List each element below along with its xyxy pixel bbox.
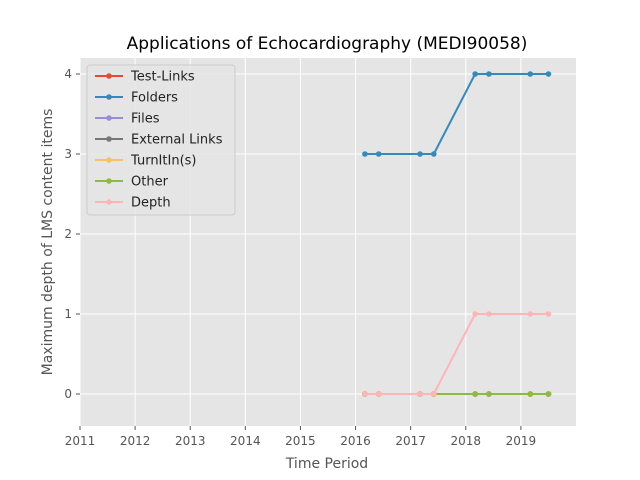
x-tick-label: 2019	[506, 434, 537, 448]
legend-label: Other	[131, 175, 169, 190]
x-tick-label: 2013	[175, 434, 206, 448]
legend-entry-turnitin-s: TurnItIn(s)	[95, 154, 196, 169]
legend-label: External Links	[131, 133, 223, 148]
data-point	[486, 311, 492, 317]
data-point	[417, 151, 423, 157]
chart-title: Applications of Echocardiography (MEDI90…	[127, 34, 528, 54]
legend-marker	[106, 73, 112, 79]
x-tick-label: 2015	[285, 434, 316, 448]
data-point	[486, 71, 492, 77]
x-tick-label: 2017	[395, 434, 426, 448]
data-point	[375, 391, 382, 397]
legend-entry-files: Files	[95, 112, 160, 127]
data-point	[545, 71, 552, 77]
data-point	[472, 71, 478, 77]
y-axis-ticks: 0 1 2 3 4	[64, 67, 80, 401]
data-point	[545, 311, 552, 317]
y-axis-label: Maximum depth of LMS content items	[40, 109, 56, 376]
series-folders	[362, 71, 552, 157]
legend-entry-test-links: Test-Links	[95, 70, 195, 85]
data-point	[527, 71, 534, 77]
y-tick-label: 2	[64, 227, 72, 241]
legend: Test-Links Folders Files External Links Turn…	[86, 64, 236, 216]
data-point	[431, 151, 437, 157]
legend-label: TurnItIn(s)	[130, 154, 196, 169]
x-tick-label: 2018	[451, 434, 482, 448]
legend-label: Test-Links	[130, 70, 195, 85]
x-tick-label: 2014	[230, 434, 261, 448]
legend-entry-depth: Depth	[95, 196, 171, 211]
data-point	[362, 151, 368, 157]
legend-marker	[106, 157, 112, 163]
series-line	[364, 73, 549, 155]
x-axis-ticks: 2011 2012 2013 2014 2015 2016 2017 2018 2019	[65, 426, 536, 448]
x-tick-label: 2016	[340, 434, 371, 448]
data-point	[527, 391, 534, 397]
data-point	[375, 151, 382, 157]
legend-marker	[106, 136, 112, 142]
legend-marker	[106, 94, 112, 100]
legend-marker	[106, 199, 112, 205]
x-axis-label: Time Period	[285, 456, 368, 472]
y-tick-label: 0	[64, 387, 72, 401]
data-point	[472, 391, 478, 397]
x-tick-label: 2012	[120, 434, 151, 448]
legend-entry-folders: Folders	[95, 91, 178, 106]
data-point	[472, 311, 478, 317]
legend-marker	[106, 115, 112, 121]
legend-label: Depth	[131, 196, 171, 211]
series-depth	[362, 311, 552, 397]
y-tick-label: 1	[64, 307, 72, 321]
y-tick-label: 4	[64, 67, 72, 81]
series-line	[364, 313, 549, 395]
y-tick-label: 3	[64, 147, 72, 161]
series-group	[362, 71, 552, 397]
legend-entry-external-links: External Links	[95, 133, 223, 148]
data-point	[486, 391, 492, 397]
data-point	[545, 391, 552, 397]
legend-entry-other: Other	[95, 175, 169, 190]
data-point	[527, 311, 534, 317]
data-point	[431, 391, 437, 397]
data-point	[417, 391, 423, 397]
legend-marker	[106, 178, 112, 184]
legend-box	[86, 64, 236, 216]
data-point	[362, 391, 368, 397]
legend-label: Folders	[131, 91, 178, 106]
x-tick-label: 2011	[65, 434, 96, 448]
legend-label: Files	[131, 112, 160, 127]
